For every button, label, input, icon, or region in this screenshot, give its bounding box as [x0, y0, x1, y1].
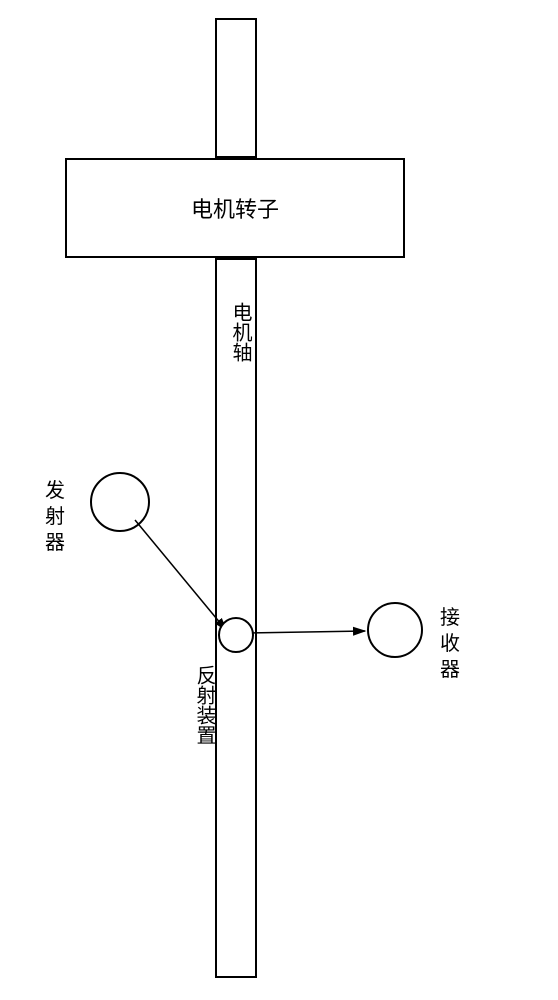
motor-shaft-label: 电机轴 [226, 302, 255, 362]
receiver-circle [367, 602, 423, 658]
receiver-label: 接收器 [440, 605, 460, 683]
arrow-reflector-to-receiver [0, 0, 558, 1000]
reflector-circle [218, 617, 254, 653]
reflector-label: 反射装置 [190, 665, 219, 745]
motor-rotor-label: 电机转子 [191, 192, 279, 224]
arrow-emitter-to-reflector [0, 0, 558, 1000]
emitter-label: 发射器 [45, 478, 65, 556]
motor-shaft-top [215, 18, 257, 158]
emitter-circle [90, 472, 150, 532]
motor-rotor-box: 电机转子 [65, 158, 405, 258]
